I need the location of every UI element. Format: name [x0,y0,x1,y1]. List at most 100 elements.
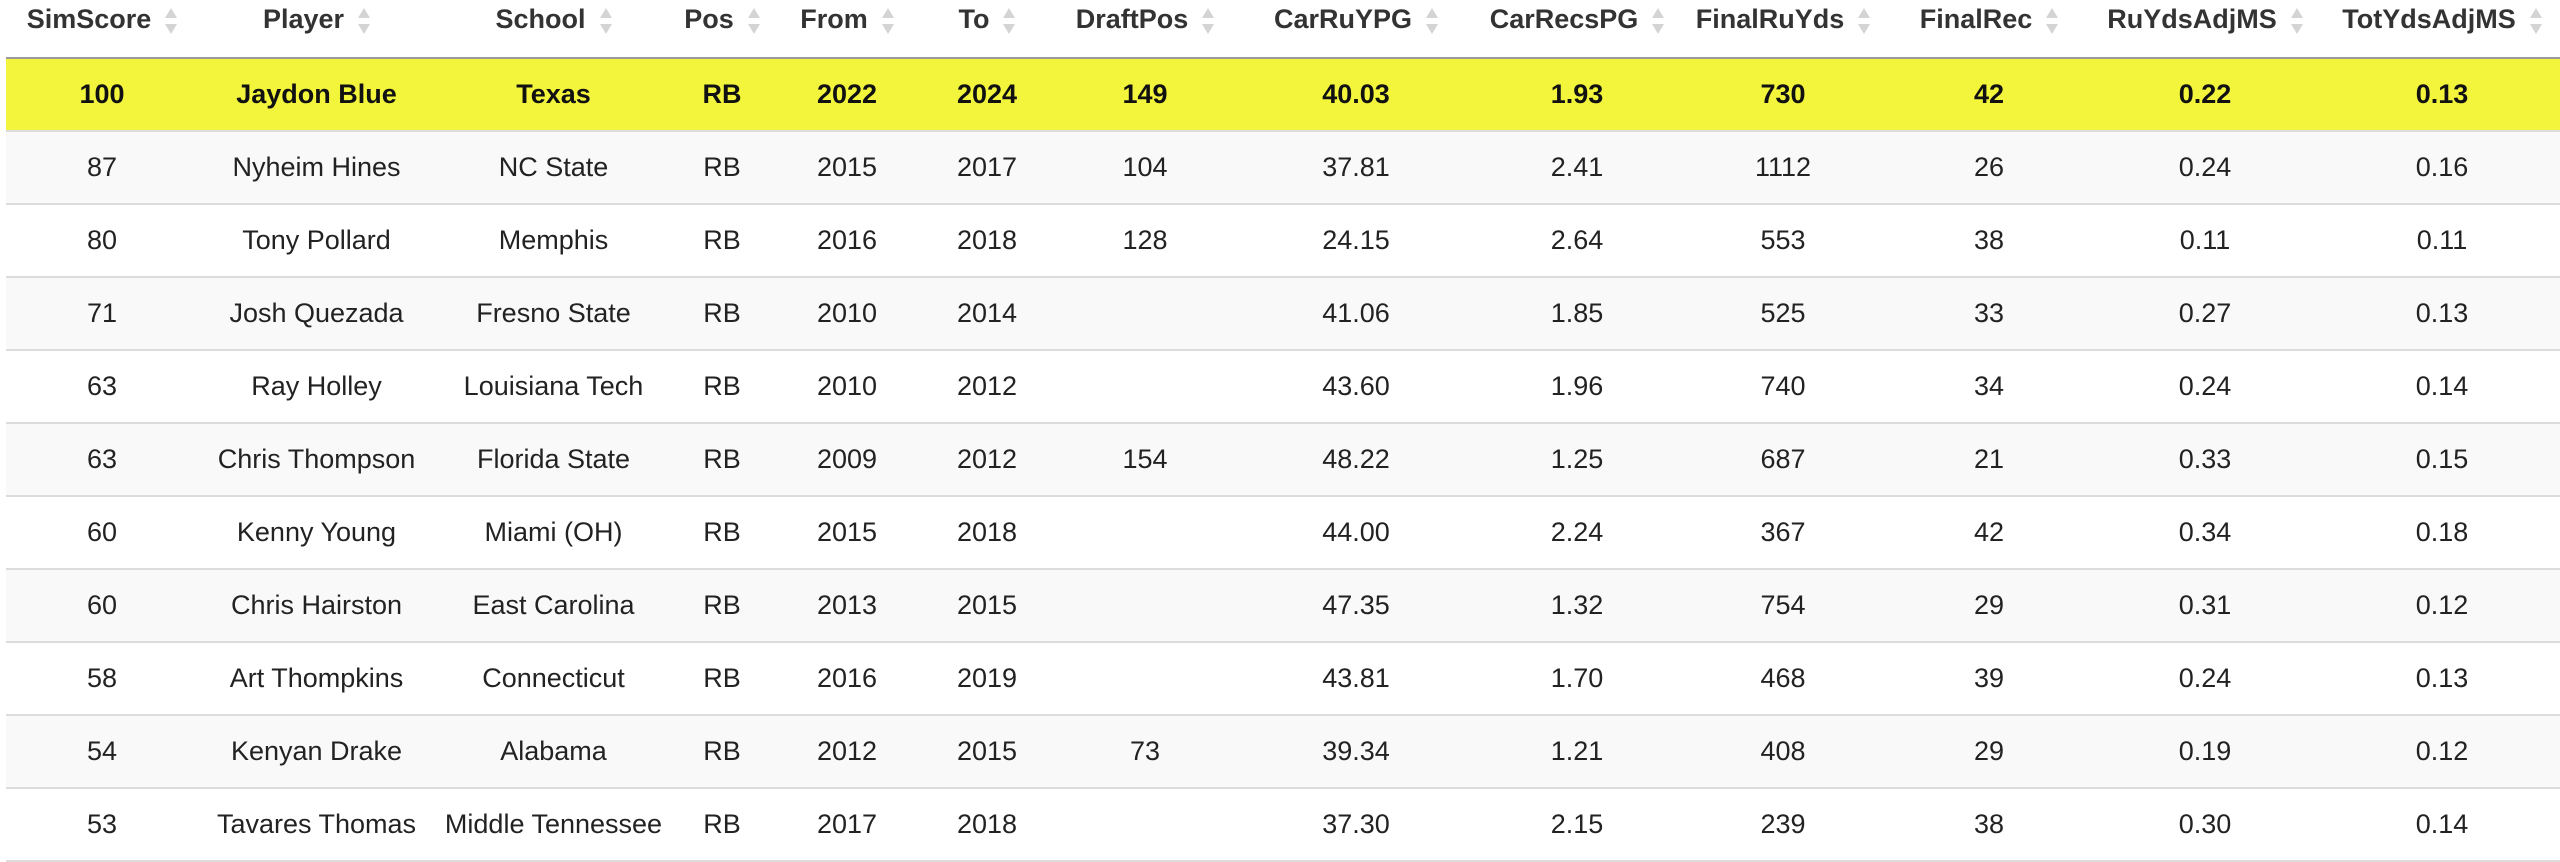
cell-school: Alabama [435,715,672,789]
sort-arrows-icon[interactable] [358,6,371,36]
sort-descending-icon [1003,23,1016,34]
cell-draftpos [1052,642,1238,716]
cell-carrecspg: 1.32 [1474,569,1680,643]
cell-pos: RB [672,58,772,132]
column-header-label: SimScore [26,4,152,34]
sort-ascending-icon [1202,7,1215,18]
column-header-label: FinalRec [1919,4,2033,34]
column-header-label: Pos [684,4,734,34]
sort-descending-icon [1652,23,1665,34]
cell-finalruyds: 525 [1680,277,1886,351]
cell-ruydsadjms: 0.11 [2092,204,2318,278]
cell-draftpos [1052,277,1238,351]
cell-ruydsadjms: 0.31 [2092,569,2318,643]
column-header-player[interactable]: Player [198,0,435,59]
sort-arrows-icon[interactable] [2290,6,2303,36]
cell-player: Jaydon Blue [198,58,435,132]
cell-school: Fresno State [435,277,672,351]
cell-finalruyds: 367 [1680,496,1886,570]
cell-totydsadjms: 0.14 [2318,350,2560,424]
sort-arrows-icon[interactable] [1202,6,1215,36]
cell-to: 2014 [922,277,1052,351]
column-header-finalrec[interactable]: FinalRec [1886,0,2092,59]
cell-carruypg: 44.00 [1238,496,1474,570]
cell-finalruyds: 730 [1680,58,1886,132]
sort-arrows-icon[interactable] [599,6,612,36]
cell-player: Ray Holley [198,350,435,424]
sort-arrows-icon[interactable] [2529,6,2542,36]
cell-player: Chris Hairston [198,569,435,643]
column-header-carrecspg[interactable]: CarRecsPG [1474,0,1680,59]
cell-pos: RB [672,423,772,497]
cell-player: Tavares Thomas [198,788,435,862]
cell-draftpos [1052,569,1238,643]
column-header-finalruyds[interactable]: FinalRuYds [1680,0,1886,59]
column-header-school[interactable]: School [435,0,672,59]
cell-totydsadjms: 0.13 [2318,642,2560,716]
column-header-simscore[interactable]: SimScore [6,0,198,59]
table-body: 100 Jaydon Blue Texas RB 2022 2024 149 40.03 1.9… [6,58,2560,862]
cell-finalruyds: 553 [1680,204,1886,278]
column-header-ruydsadjms[interactable]: RuYdsAdjMS [2092,0,2318,59]
header-row: SimScore Player School Pos From To DraftPos Car… [6,0,2560,59]
column-header-draftpos[interactable]: DraftPos [1052,0,1238,59]
cell-carrecspg: 2.64 [1474,204,1680,278]
sort-arrows-icon[interactable] [747,6,760,36]
cell-simscore: 87 [6,131,198,205]
cell-from: 2010 [772,350,922,424]
table-row: 60 Chris Hairston East Carolina RB 2013 2015 4… [6,569,2560,643]
cell-player: Nyheim Hines [198,131,435,205]
column-header-from[interactable]: From [772,0,922,59]
cell-school: Miami (OH) [435,496,672,570]
table-row: 63 Ray Holley Louisiana Tech RB 2010 2012 43.6… [6,350,2560,424]
cell-finalruyds: 239 [1680,788,1886,862]
cell-finalruyds: 754 [1680,569,1886,643]
cell-draftpos [1052,350,1238,424]
sort-arrows-icon[interactable] [1858,6,1871,36]
cell-school: Connecticut [435,642,672,716]
cell-totydsadjms: 0.12 [2318,715,2560,789]
sort-ascending-icon [2290,7,2303,18]
cell-ruydsadjms: 0.30 [2092,788,2318,862]
sort-arrows-icon[interactable] [1003,6,1016,36]
sort-ascending-icon [1652,7,1665,18]
cell-pos: RB [672,569,772,643]
table-row: 87 Nyheim Hines NC State RB 2015 2017 104 37.81… [6,131,2560,205]
sort-descending-icon [1858,23,1871,34]
cell-carruypg: 39.34 [1238,715,1474,789]
cell-to: 2018 [922,204,1052,278]
cell-pos: RB [672,642,772,716]
sort-arrows-icon[interactable] [165,6,178,36]
cell-finalruyds: 687 [1680,423,1886,497]
cell-ruydsadjms: 0.33 [2092,423,2318,497]
cell-finalrec: 42 [1886,496,2092,570]
cell-totydsadjms: 0.12 [2318,569,2560,643]
sort-arrows-icon[interactable] [2046,6,2059,36]
column-header-totydsadjms[interactable]: TotYdsAdjMS [2318,0,2560,59]
cell-player: Josh Quezada [198,277,435,351]
cell-carruypg: 37.81 [1238,131,1474,205]
cell-finalrec: 29 [1886,715,2092,789]
cell-pos: RB [672,131,772,205]
column-header-pos[interactable]: Pos [672,0,772,59]
cell-from: 2016 [772,204,922,278]
cell-school: Texas [435,58,672,132]
cell-ruydsadjms: 0.22 [2092,58,2318,132]
cell-pos: RB [672,715,772,789]
cell-carrecspg: 2.15 [1474,788,1680,862]
table-row: 54 Kenyan Drake Alabama RB 2012 2015 73 39.34 1.… [6,715,2560,789]
table-row: 71 Josh Quezada Fresno State RB 2010 2014 41.0… [6,277,2560,351]
column-header-label: CarRuYPG [1273,4,1413,34]
cell-simscore: 60 [6,496,198,570]
column-header-to[interactable]: To [922,0,1052,59]
sort-arrows-icon[interactable] [1426,6,1439,36]
sort-ascending-icon [1858,7,1871,18]
cell-to: 2018 [922,788,1052,862]
sort-arrows-icon[interactable] [1652,6,1665,36]
sort-arrows-icon[interactable] [881,6,894,36]
sort-descending-icon [2046,23,2059,34]
cell-totydsadjms: 0.15 [2318,423,2560,497]
column-header-label: School [495,4,586,34]
column-header-carruypg[interactable]: CarRuYPG [1238,0,1474,59]
table-row: 58 Art Thompkins Connecticut RB 2016 2019 43.8… [6,642,2560,716]
